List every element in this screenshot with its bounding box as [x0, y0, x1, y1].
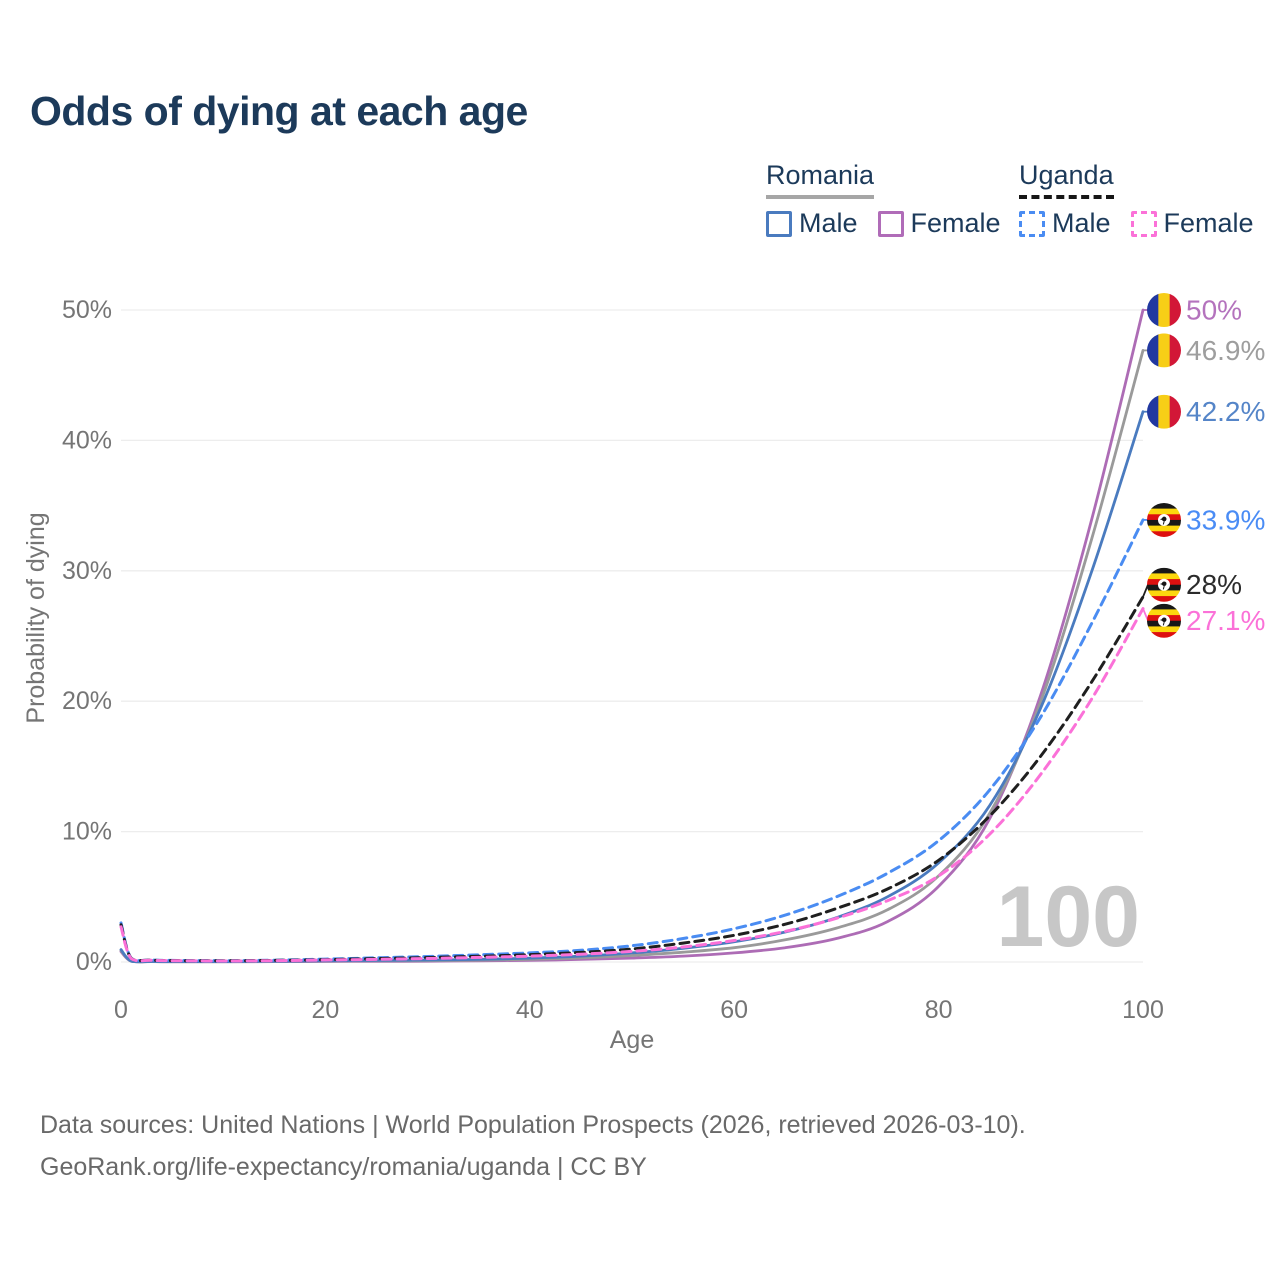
legend-underline-romania	[766, 195, 875, 199]
legend-country-romania[interactable]: Romania	[766, 160, 875, 199]
page-title: Odds of dying at each age	[30, 88, 528, 134]
legend-country-uganda[interactable]: Uganda	[1019, 160, 1114, 199]
y-tick-label: 10%	[62, 818, 112, 846]
x-tick-label: 40	[516, 996, 544, 1024]
y-tick-label: 40%	[62, 426, 112, 454]
uganda-flag-icon	[1147, 567, 1181, 602]
end-value-label: 28%	[1186, 569, 1242, 600]
line-uganda-both[interactable]	[119, 595, 1145, 963]
uganda-male-swatch-icon	[1019, 210, 1045, 237]
line-uganda-female[interactable]	[119, 607, 1145, 963]
end-value-label: 46.9%	[1186, 335, 1265, 366]
y-tick-label: 0%	[76, 948, 112, 976]
legend-item-uganda-male[interactable]: Male	[1019, 208, 1111, 239]
legend-group-uganda: Uganda Male Female	[1019, 160, 1274, 239]
romania-flag-icon	[1147, 293, 1181, 327]
line-romania-both[interactable]	[119, 349, 1145, 964]
romania-flag-icon	[1147, 394, 1181, 429]
legend-item-romania-male[interactable]: Male	[766, 208, 858, 239]
legend-country-romania-label: Romania	[766, 160, 875, 190]
age-watermark: 100	[997, 869, 1141, 965]
uganda-female-swatch-icon	[1130, 210, 1157, 237]
romania-flag-icon	[1147, 333, 1181, 368]
legend-item-uganda-female[interactable]: Female	[1130, 208, 1254, 239]
legend-item-romania-female[interactable]: Female	[877, 208, 1001, 239]
x-axis-title: Age	[610, 1026, 654, 1054]
y-tick-label: 30%	[62, 557, 112, 585]
crane-icon	[1161, 581, 1167, 587]
x-tick-label: 0	[114, 996, 128, 1024]
y-axis-title: Probability of dying	[22, 512, 50, 723]
legend-country-uganda-label: Uganda	[1019, 160, 1114, 190]
x-tick-label: 100	[1122, 996, 1164, 1024]
x-tick-label: 20	[311, 996, 339, 1024]
gridlines	[121, 309, 1143, 963]
uganda-flag-icon	[1147, 502, 1181, 537]
chart-legend: Romania Male Female Uganda	[0, 160, 1280, 250]
data-sources-line: Data sources: United Nations | World Pop…	[40, 1111, 1026, 1139]
crane-icon	[1161, 617, 1167, 623]
uganda-flag-icon	[1147, 603, 1181, 638]
end-value-label: 42.2%	[1186, 396, 1265, 427]
line-romania-female[interactable]	[119, 308, 1145, 964]
line-romania-male[interactable]	[119, 410, 1145, 964]
crane-icon	[1161, 516, 1167, 522]
legend-group-romania: Romania Male Female	[766, 160, 1021, 239]
legend-underline-uganda	[1019, 195, 1114, 199]
legend-label: Male	[1052, 208, 1111, 238]
y-tick-label: 50%	[62, 296, 112, 324]
y-tick-label: 20%	[62, 687, 112, 715]
x-tick-label: 80	[925, 996, 953, 1024]
source-attribution: Data sources: United Nations | World Pop…	[40, 1104, 1026, 1188]
line-uganda-male[interactable]	[119, 518, 1145, 963]
end-value-label: 27.1%	[1186, 605, 1265, 636]
x-tick-label: 60	[720, 996, 748, 1024]
url-license-line: GeoRank.org/life-expectancy/romania/ugan…	[40, 1153, 647, 1181]
romania-male-swatch-icon	[766, 210, 792, 237]
end-value-label: 33.9%	[1186, 504, 1265, 535]
legend-label: Female	[910, 208, 1001, 238]
legend-label: Male	[799, 208, 858, 238]
legend-label: Female	[1163, 208, 1254, 238]
romania-female-swatch-icon	[877, 210, 904, 237]
end-value-label: 50%	[1186, 295, 1242, 326]
